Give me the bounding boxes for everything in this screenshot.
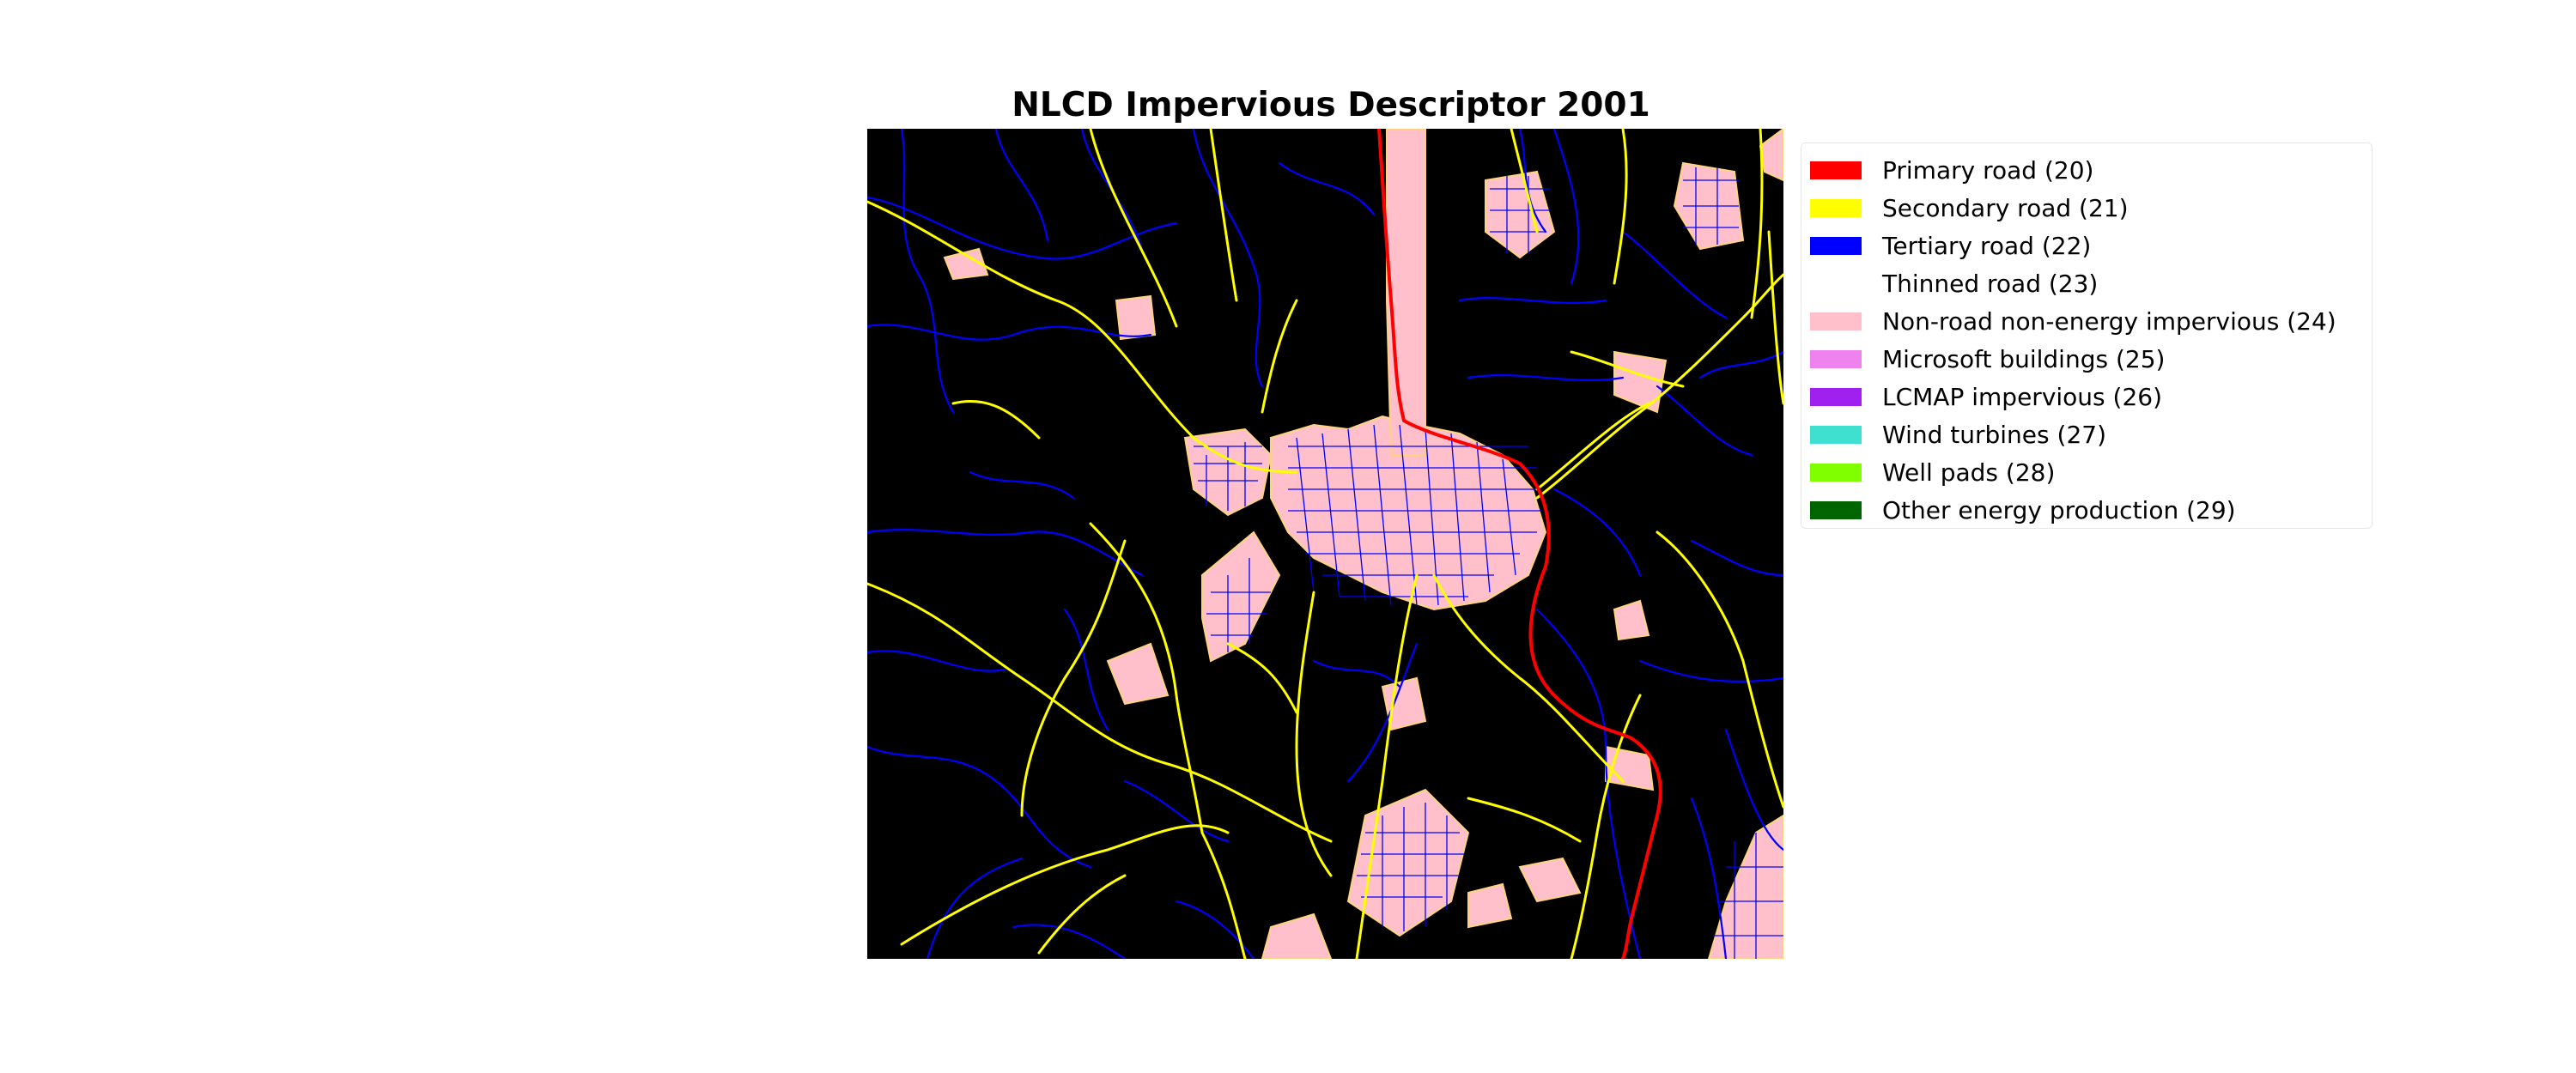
legend-label-thinned-road: Thinned road (23)	[1882, 269, 2099, 298]
legend-label-wind-turbines: Wind turbines (27)	[1882, 420, 2106, 449]
southwest-suburb	[1201, 530, 1281, 663]
legend-item-primary-road: Primary road (20)	[1810, 155, 2094, 185]
legend-swatch-primary-road	[1810, 161, 1862, 179]
legend-label-other-energy: Other energy production (29)	[1882, 495, 2236, 524]
small-patch-d	[1467, 882, 1513, 929]
west-edge-patch	[1106, 642, 1170, 706]
legend-item-microsoft-buildings: Microsoft buildings (25)	[1810, 344, 2166, 373]
legend-swatch-non-road-impervious	[1810, 312, 1862, 330]
map-canvas	[867, 129, 1783, 959]
legend-item-tertiary-road: Tertiary road (22)	[1810, 231, 2092, 260]
legend-swatch-thinned-road	[1810, 274, 1862, 293]
northeast-cluster-a	[1485, 170, 1556, 259]
primary-road	[1377, 129, 1662, 959]
legend-item-lcmap-impervious: LCMAP impervious (26)	[1810, 382, 2163, 411]
legend-swatch-tertiary-road	[1810, 236, 1862, 255]
legend-swatch-secondary-road	[1810, 198, 1862, 217]
small-patch-a	[943, 247, 989, 281]
legend-label-lcmap-impervious: LCMAP impervious (26)	[1882, 382, 2163, 411]
legend-item-secondary-road: Secondary road (21)	[1810, 193, 2129, 222]
secondary-roads	[867, 129, 1783, 959]
legend-item-non-road-impervious: Non-road non-energy impervious (24)	[1810, 306, 2336, 336]
legend: Primary road (20) Secondary road (21) Te…	[1801, 142, 2372, 529]
south-bottom-left	[1261, 912, 1333, 959]
impervious-raster-map[interactable]	[867, 129, 1783, 959]
legend-swatch-lcmap-impervious	[1810, 387, 1862, 406]
tertiary-roads	[867, 129, 1783, 959]
legend-label-secondary-road: Secondary road (21)	[1882, 193, 2129, 222]
legend-item-other-energy: Other energy production (29)	[1810, 495, 2236, 524]
legend-label-tertiary-road: Tertiary road (22)	[1882, 231, 2092, 260]
south-east-patch	[1518, 857, 1582, 903]
legend-label-non-road-impervious: Non-road non-energy impervious (24)	[1882, 306, 2336, 336]
street-grids	[1194, 167, 1783, 959]
legend-label-well-pads: Well pads (28)	[1882, 458, 2056, 487]
legend-label-microsoft-buildings: Microsoft buildings (25)	[1882, 344, 2166, 373]
northeast-corner	[1759, 129, 1783, 182]
legend-swatch-wind-turbines	[1810, 425, 1862, 444]
legend-item-thinned-road: Thinned road (23)	[1810, 269, 2099, 298]
map-title: NLCD Impervious Descriptor 2001	[1012, 86, 1650, 124]
small-patch-b	[1613, 599, 1650, 641]
legend-label-primary-road: Primary road (20)	[1882, 155, 2094, 185]
northwest-patch	[1115, 294, 1157, 341]
east-cluster	[1613, 350, 1668, 414]
far-east-edge	[1707, 814, 1783, 959]
legend-swatch-other-energy	[1810, 500, 1862, 519]
legend-item-wind-turbines: Wind turbines (27)	[1810, 420, 2106, 449]
north-river-strip	[1386, 129, 1426, 456]
legend-swatch-well-pads	[1810, 463, 1862, 482]
legend-swatch-microsoft-buildings	[1810, 349, 1862, 368]
legend-item-well-pads: Well pads (28)	[1810, 458, 2056, 487]
